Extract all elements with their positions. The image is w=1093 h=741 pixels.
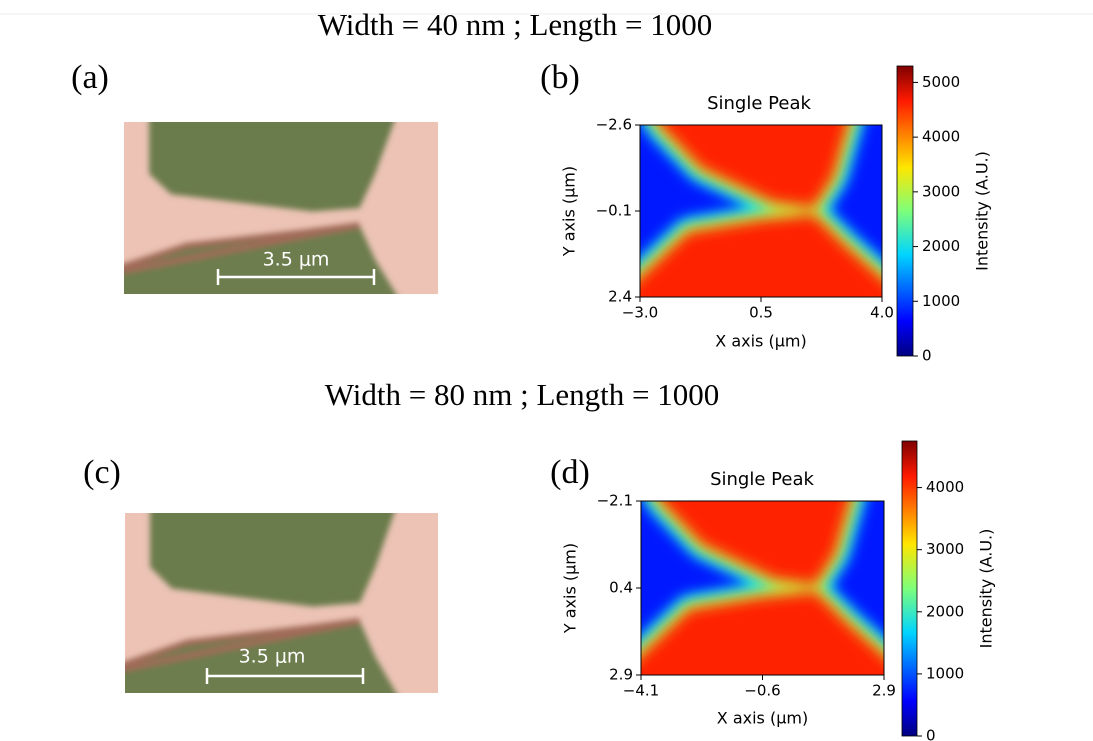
- colorbar-tick-label: 3000: [922, 182, 960, 200]
- micrograph: [94, 495, 438, 711]
- electrode-top: [149, 105, 400, 212]
- colorbar-tick-label: 2000: [922, 237, 960, 255]
- y-tick-label: 2.4: [608, 288, 632, 306]
- colorbar-tick-label: 5000: [922, 73, 960, 91]
- heatmap: [592, 91, 931, 332]
- x-axis-label: X axis (μm): [715, 332, 806, 351]
- scale-bar-label: 3.5 μm: [263, 249, 330, 271]
- row-heading: Width = 80 nm ; Length = 1000: [325, 377, 720, 412]
- panel-label: (a): [71, 59, 109, 96]
- x-tick-label: 0.5: [749, 304, 773, 322]
- photo-content: [93, 105, 438, 311]
- colorbar-tick-label: 1000: [922, 292, 960, 310]
- x-tick-label: 2.9: [872, 682, 896, 700]
- scale-bar-label: 3.5 μm: [239, 646, 306, 668]
- colorbar-tick-label: 4000: [922, 128, 960, 146]
- photo-content: [94, 495, 438, 711]
- y-tick-label: −2.6: [596, 116, 632, 134]
- y-axis-label: Y axis (μm): [561, 543, 580, 634]
- y-tick-label: 2.9: [609, 666, 633, 684]
- panel-label: (b): [540, 59, 580, 96]
- x-tick-label: −0.6: [744, 682, 780, 700]
- micrograph: [93, 105, 438, 311]
- map-title: Single Peak: [707, 93, 811, 114]
- heatmap: [592, 466, 932, 710]
- panel-label: (c): [83, 454, 121, 491]
- colorbar-tick-label: 0: [926, 727, 936, 741]
- colorbar: [902, 441, 917, 736]
- colorbar-tick-label: 0: [922, 347, 932, 365]
- map-title: Single Peak: [710, 469, 814, 490]
- figure: Width = 40 nm ; Length = 1000 (a) 3.5 μm (b…: [0, 0, 1093, 741]
- colorbar: [897, 66, 913, 356]
- y-tick-label: −0.1: [596, 202, 632, 220]
- colorbar-tick-label: 2000: [926, 602, 964, 620]
- x-tick-label: −4.1: [623, 682, 659, 700]
- row-heading: Width = 40 nm ; Length = 1000: [318, 7, 713, 42]
- y-axis-label: Y axis (μm): [560, 166, 579, 257]
- colorbar-label: Intensity (A.U.): [977, 529, 996, 649]
- colorbar-label: Intensity (A.U.): [973, 151, 992, 271]
- x-tick-label: −3.0: [622, 304, 658, 322]
- x-tick-label: 4.0: [870, 304, 894, 322]
- y-tick-label: 0.4: [609, 579, 633, 597]
- colorbar-tick-label: 1000: [926, 664, 964, 682]
- y-tick-label: −2.1: [597, 492, 633, 510]
- colorbar-tick-label: 4000: [926, 478, 964, 496]
- x-axis-label: X axis (μm): [717, 709, 808, 728]
- panel-label: (d): [550, 454, 590, 491]
- colorbar-tick-label: 3000: [926, 540, 964, 558]
- electrode-top: [150, 495, 400, 607]
